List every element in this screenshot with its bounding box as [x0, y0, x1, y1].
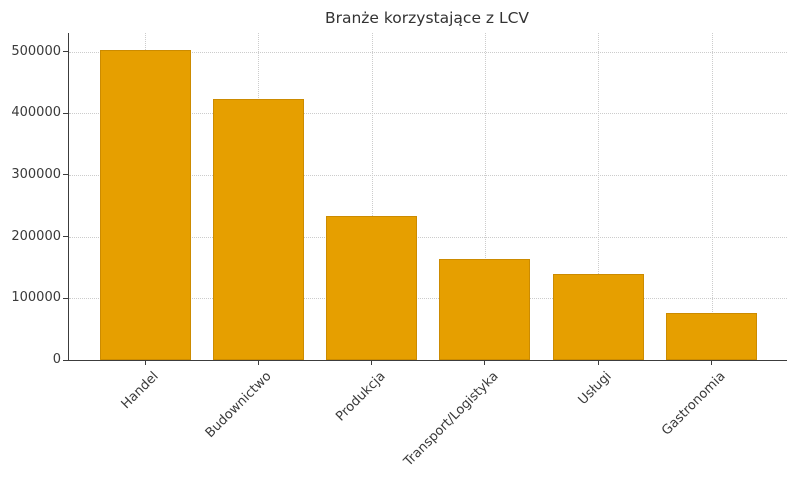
y-tick-label: 400000 — [11, 105, 61, 121]
y-gridline — [69, 298, 787, 300]
bar-us-ugi — [552, 273, 644, 360]
y-tick-mark — [63, 112, 68, 114]
y-tick-label: 300000 — [11, 166, 61, 182]
y-gridline — [69, 174, 787, 176]
x-gridline — [598, 33, 600, 360]
y-gridline — [69, 113, 787, 115]
y-tick-mark — [63, 297, 68, 299]
x-tick-mark — [144, 360, 146, 365]
bar-handel — [99, 49, 191, 360]
y-tick-mark — [63, 236, 68, 238]
x-tick-mark — [371, 360, 373, 365]
x-gridline — [371, 33, 373, 360]
y-tick-mark — [63, 174, 68, 176]
bar-produkcja — [326, 216, 418, 360]
y-tick-label: 200000 — [11, 228, 61, 244]
y-tick-label: 100000 — [11, 290, 61, 306]
x-tick-mark — [484, 360, 486, 365]
y-gridline — [69, 236, 787, 238]
x-gridline — [711, 33, 713, 360]
bar-gastronomia — [666, 313, 758, 360]
x-tick-mark — [711, 360, 713, 365]
plot-area: 0 100000 200000 300000 400000 500000 Handel Bud… — [11, 33, 787, 469]
x-tick-mark — [257, 360, 259, 365]
x-tick-label: Handel — [118, 369, 162, 413]
y-tick-label: 500000 — [11, 43, 61, 59]
y-tick-label: 0 — [52, 352, 61, 367]
y-tick-mark — [63, 51, 68, 52]
y-tick-mark — [63, 359, 68, 361]
x-gridline — [484, 33, 486, 360]
bar-transport-logistyka — [439, 259, 531, 360]
chart-title: Branże korzystające z LCV — [324, 9, 530, 27]
y-gridline — [69, 51, 787, 53]
bar-budownictwo — [212, 99, 304, 360]
x-tick-mark — [597, 360, 599, 365]
